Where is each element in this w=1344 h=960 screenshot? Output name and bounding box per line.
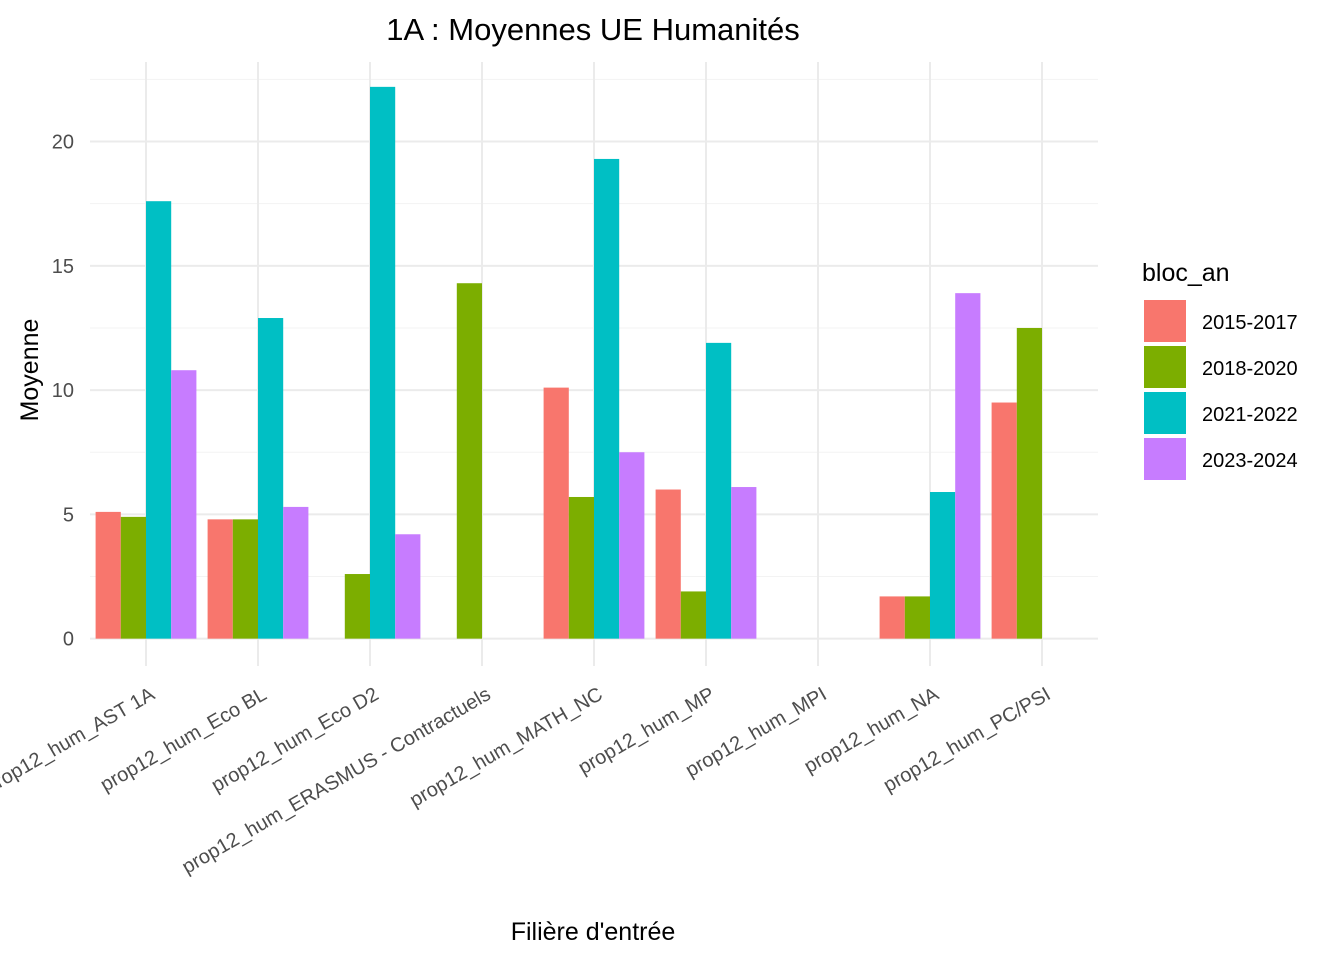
legend-label: 2021-2022	[1202, 404, 1298, 426]
legend-key	[1144, 300, 1186, 342]
bar	[594, 158, 620, 639]
y-tick-label: 15	[52, 256, 74, 278]
legend-key	[1144, 346, 1186, 388]
y-tick-label: 20	[52, 132, 74, 154]
bar	[171, 370, 197, 639]
legend-label: 2018-2020	[1202, 358, 1298, 380]
chart-title: 1A : Moyennes UE Humanités	[386, 12, 800, 47]
legend: bloc_an 2015-2017 2018-2020 2021-2022 2023-…	[1142, 259, 1298, 480]
legend-label: 2023-2024	[1202, 450, 1298, 472]
bar	[395, 534, 421, 639]
legend-title: bloc_an	[1142, 259, 1230, 287]
bar	[619, 452, 645, 639]
legend-key	[1144, 392, 1186, 434]
x-tick-label: prop12_hum_AST 1A	[0, 683, 159, 798]
x-axis-title: Filière d'entrée	[511, 918, 676, 946]
y-tick-label: 5	[63, 504, 74, 526]
bar	[568, 496, 594, 639]
bar	[879, 596, 905, 639]
bars	[95, 86, 1042, 639]
y-tick-label: 10	[52, 380, 74, 402]
bar	[344, 574, 370, 639]
bar	[207, 519, 233, 639]
bar	[731, 487, 757, 639]
bar	[543, 387, 569, 639]
bar	[232, 519, 258, 639]
bar	[680, 591, 706, 639]
bar	[991, 402, 1017, 639]
bar	[706, 342, 732, 639]
y-tick-label: 0	[63, 629, 74, 651]
legend-label: 2015-2017	[1202, 312, 1298, 334]
x-tick-label: prop12_hum_MATH_NC	[406, 683, 606, 811]
bar	[120, 516, 146, 639]
bar	[258, 318, 284, 639]
bar	[370, 86, 396, 639]
bar	[1016, 327, 1042, 639]
bar	[283, 506, 309, 639]
bar	[146, 201, 172, 639]
legend-key	[1144, 438, 1186, 480]
bar	[930, 492, 956, 639]
y-axis-ticks: 0 5 10 15 20	[52, 132, 74, 651]
bar	[955, 293, 981, 639]
bar	[95, 511, 121, 639]
bar	[655, 489, 681, 639]
y-axis-title: Moyenne	[16, 319, 44, 422]
bar	[456, 283, 482, 639]
bar	[904, 596, 930, 639]
